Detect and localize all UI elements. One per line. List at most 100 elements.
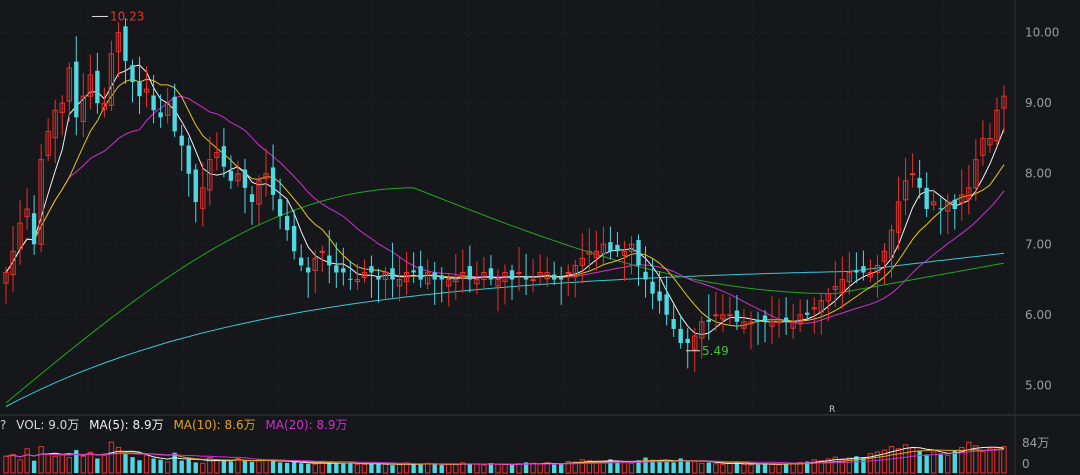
volume-bar-up bbox=[38, 446, 44, 474]
vol-label: VOL: 9.0万 bbox=[16, 418, 80, 432]
volume-bar-up bbox=[790, 462, 796, 474]
candle-body-up bbox=[994, 109, 1000, 142]
volume-bar-up bbox=[17, 459, 23, 474]
candle-body-up bbox=[59, 102, 65, 113]
candle-body-down bbox=[636, 240, 641, 266]
vol-ma20-line bbox=[5, 449, 1005, 465]
volume-bar-up bbox=[797, 461, 803, 474]
volume-bar-down bbox=[193, 462, 198, 473]
volume-bar-up bbox=[818, 460, 824, 474]
candle-body-up bbox=[769, 321, 775, 327]
volume-bar-down bbox=[151, 458, 156, 473]
volume-bar-down bbox=[277, 462, 283, 473]
candle-body-up bbox=[881, 250, 888, 262]
candle-body-down bbox=[130, 65, 135, 83]
volume-bar-up bbox=[832, 456, 838, 474]
volume-bar-down bbox=[348, 462, 353, 473]
ma60-line bbox=[5, 187, 1005, 404]
candle-body-down bbox=[31, 213, 37, 245]
candle-body-down bbox=[615, 244, 620, 252]
candle-body-up bbox=[966, 187, 972, 200]
volume-bar-up bbox=[361, 463, 368, 474]
volume-bar-up bbox=[867, 453, 874, 474]
volume-bar-down bbox=[917, 450, 922, 473]
volume-bar-up bbox=[994, 446, 1000, 474]
volume-bar-up bbox=[959, 446, 965, 474]
volume-bar-up bbox=[980, 451, 986, 474]
volume-bar-up bbox=[312, 463, 318, 474]
price-pane bbox=[0, 0, 1080, 415]
candle-body-down bbox=[678, 328, 683, 343]
volume-bar-down bbox=[643, 457, 648, 473]
candle-body-down bbox=[552, 274, 557, 280]
candle-body-down bbox=[755, 319, 761, 322]
volume-bar-down bbox=[390, 465, 395, 473]
candle-body-up bbox=[474, 279, 480, 285]
volume-bar-down bbox=[608, 459, 613, 473]
volume-bar-up bbox=[80, 455, 86, 474]
volume-bar-up bbox=[572, 461, 578, 474]
candle-body-up bbox=[17, 222, 23, 250]
volume-bar-up bbox=[895, 448, 902, 474]
volume-bar-down bbox=[179, 460, 184, 473]
volume-bar-down bbox=[439, 465, 444, 473]
candle-body-down bbox=[179, 135, 184, 146]
volume-bar-up bbox=[115, 446, 122, 474]
candle-body-down bbox=[734, 310, 740, 322]
candle-body-up bbox=[980, 137, 986, 156]
vol-ma20-label: MA(20): 8.9万 bbox=[265, 418, 348, 432]
candle-body-up bbox=[720, 314, 726, 320]
candle-body-down bbox=[221, 146, 227, 167]
volume-bar-up bbox=[776, 464, 782, 474]
price-tick-label: 5.00 bbox=[1025, 378, 1052, 392]
volume-bar-up bbox=[354, 464, 361, 474]
candle-body-down bbox=[488, 268, 494, 280]
candle-body-up bbox=[101, 102, 108, 111]
volume-bar-up bbox=[931, 451, 937, 474]
r-marker: R bbox=[829, 405, 835, 415]
volume-bar-down bbox=[418, 464, 423, 473]
volume-legend: ? VOL: 9.0万 MA(5): 8.9万 MA(10): 8.6万 MA(… bbox=[0, 416, 720, 434]
volume-bar-down bbox=[158, 459, 163, 473]
candle-body-down bbox=[298, 257, 304, 266]
volume-bar-down bbox=[952, 450, 957, 473]
low-label: 5.49 bbox=[702, 344, 729, 358]
volume-bar-down bbox=[678, 458, 683, 473]
volume-bar-up bbox=[45, 453, 51, 474]
candle-body-up bbox=[741, 321, 747, 329]
volume-bar-up bbox=[699, 462, 705, 474]
volume-bar-up bbox=[874, 451, 881, 474]
candle-body-down bbox=[664, 294, 669, 315]
candle-body-down bbox=[523, 276, 529, 280]
help-icon[interactable]: ? bbox=[0, 418, 7, 432]
candle-body-down bbox=[158, 112, 163, 118]
volume-bar-down bbox=[854, 456, 859, 473]
volume-bar-up bbox=[881, 449, 888, 474]
candle-body-up bbox=[80, 95, 86, 123]
candle-body-down bbox=[650, 281, 655, 294]
candle-body-up bbox=[453, 279, 459, 283]
candle-body-up bbox=[396, 279, 403, 287]
candle-body-up bbox=[874, 264, 881, 273]
volume-bar-down bbox=[432, 463, 437, 473]
volume-bar-up bbox=[966, 441, 972, 474]
candle-body-down bbox=[783, 317, 789, 322]
candle-body-up bbox=[895, 201, 902, 233]
volume-bar-up bbox=[621, 461, 628, 474]
candle-body-up bbox=[502, 271, 508, 283]
candle-body-up bbox=[143, 88, 150, 93]
volume-bar-up bbox=[263, 459, 269, 474]
candle-body-up bbox=[235, 173, 241, 182]
candle-body-up bbox=[945, 201, 951, 212]
candle-body-down bbox=[643, 271, 648, 280]
candle-body-down bbox=[228, 170, 234, 181]
volume-bar-up bbox=[200, 462, 206, 474]
volume-bar-down bbox=[467, 463, 473, 473]
volume-bar-down bbox=[734, 462, 740, 473]
candle-body-down bbox=[270, 167, 276, 195]
volume-bar-down bbox=[685, 460, 690, 473]
candle-body-up bbox=[902, 180, 909, 201]
candle-body-up bbox=[312, 257, 318, 271]
candle-body-down bbox=[390, 268, 395, 280]
candle-body-up bbox=[888, 229, 895, 259]
